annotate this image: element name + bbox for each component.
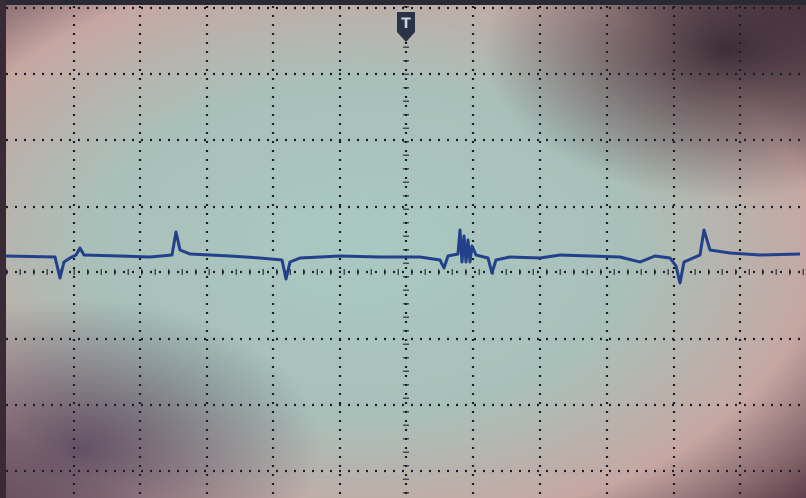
page: {"screen": {"trigger_marker": "T"}}	[0, 0, 806, 498]
trigger-marker-label: T	[401, 16, 411, 32]
screen-border	[0, 0, 806, 5]
oscilloscope-screen: T	[0, 0, 806, 498]
screen-border	[0, 0, 6, 498]
